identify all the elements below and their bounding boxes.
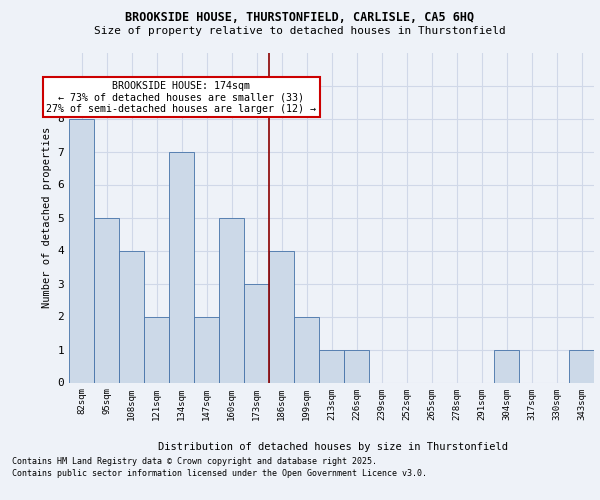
Bar <box>269 250 294 382</box>
Bar <box>69 118 94 382</box>
Y-axis label: Number of detached properties: Number of detached properties <box>42 127 52 308</box>
Bar <box>294 316 319 382</box>
Text: Distribution of detached houses by size in Thurstonfield: Distribution of detached houses by size … <box>158 442 508 452</box>
Text: Contains public sector information licensed under the Open Government Licence v3: Contains public sector information licen… <box>12 468 427 477</box>
Bar <box>219 218 244 382</box>
Bar <box>119 250 144 382</box>
Bar <box>194 316 219 382</box>
Bar <box>94 218 119 382</box>
Bar <box>494 350 519 382</box>
Bar <box>169 152 194 382</box>
Bar <box>319 350 344 382</box>
Bar <box>569 350 594 382</box>
Text: BROOKSIDE HOUSE, THURSTONFIELD, CARLISLE, CA5 6HQ: BROOKSIDE HOUSE, THURSTONFIELD, CARLISLE… <box>125 11 475 24</box>
Text: BROOKSIDE HOUSE: 174sqm
← 73% of detached houses are smaller (33)
27% of semi-de: BROOKSIDE HOUSE: 174sqm ← 73% of detache… <box>47 80 317 114</box>
Text: Contains HM Land Registry data © Crown copyright and database right 2025.: Contains HM Land Registry data © Crown c… <box>12 457 377 466</box>
Bar <box>344 350 369 382</box>
Text: Size of property relative to detached houses in Thurstonfield: Size of property relative to detached ho… <box>94 26 506 36</box>
Bar <box>144 316 169 382</box>
Bar <box>244 284 269 382</box>
